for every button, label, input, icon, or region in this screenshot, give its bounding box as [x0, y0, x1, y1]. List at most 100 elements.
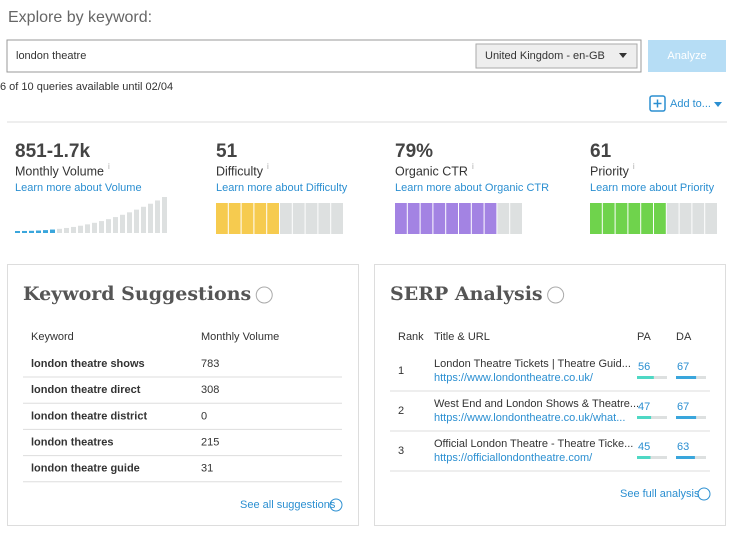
see-all-link[interactable]: See all suggestions	[240, 499, 336, 511]
volume-bar	[78, 225, 83, 233]
serp-card	[374, 264, 726, 526]
da-value: 67	[677, 361, 689, 373]
info-icon[interactable]	[255, 286, 273, 304]
see-full-link[interactable]: See full analysis	[620, 488, 700, 500]
meter-segment	[433, 203, 446, 234]
card-title: SERP Analysis	[390, 283, 543, 305]
meter-segment	[241, 203, 254, 234]
info-i: i	[267, 162, 269, 171]
keyword[interactable]: london theatres	[31, 437, 114, 449]
volume-bar	[141, 206, 146, 233]
volume: 215	[201, 437, 219, 449]
meter-segment	[497, 203, 510, 234]
keyword[interactable]: london theatre guide	[31, 463, 140, 475]
volume-bar	[148, 203, 153, 233]
volume-bar	[106, 219, 111, 233]
add-to[interactable]: Add to...	[670, 98, 711, 110]
meter-segment	[254, 203, 267, 234]
volume-bar	[85, 224, 90, 233]
metric-label: Priority	[590, 164, 630, 178]
result-title[interactable]: West End and London Shows & Theatre...	[434, 398, 639, 410]
metric-value: 851-1.7k	[15, 141, 90, 162]
column-header: PA	[637, 331, 652, 343]
metric-link[interactable]: Learn more about Priority	[590, 182, 715, 194]
volume-bar	[29, 230, 34, 233]
da-bar	[676, 456, 695, 459]
meter-segment	[484, 203, 497, 234]
info-i: i	[472, 162, 474, 171]
meter-segment	[318, 203, 331, 234]
da-value: 63	[677, 441, 689, 453]
metric-link[interactable]: Learn more about Organic CTR	[395, 182, 549, 194]
metric-label: Monthly Volume	[15, 164, 104, 178]
volume-bar	[162, 197, 167, 233]
meter-segment	[590, 203, 602, 234]
info-i: i	[108, 162, 110, 171]
pa-bar	[637, 376, 654, 379]
volume-bar	[113, 217, 118, 233]
locale-value[interactable]: United Kingdom - en-GB	[485, 50, 605, 62]
pa-value: 56	[638, 361, 650, 373]
volume-bar	[99, 221, 104, 233]
column-header: Rank	[398, 331, 424, 343]
metric-label: Organic CTR	[395, 164, 468, 178]
analyze-button[interactable]	[648, 40, 726, 72]
volume-bar	[57, 228, 62, 233]
metric-label: Difficulty	[216, 164, 264, 178]
meter-segment	[280, 203, 292, 234]
volume-bar	[43, 230, 48, 233]
pa-bar	[637, 456, 651, 459]
metric-value: 61	[590, 141, 612, 162]
locale-select[interactable]	[475, 43, 638, 69]
link-icon[interactable]	[329, 498, 343, 512]
column-header: Keyword	[31, 331, 74, 343]
column-header: Monthly Volume	[201, 331, 279, 343]
column-header: DA	[676, 331, 692, 343]
volume: 783	[201, 358, 219, 370]
search-query[interactable]: london theatre	[16, 50, 86, 62]
result-title[interactable]: London Theatre Tickets | Theatre Guid...	[434, 358, 631, 370]
link-icon[interactable]	[697, 487, 711, 501]
meter-segment	[641, 203, 653, 234]
volume-bar	[22, 230, 27, 233]
pa-bar	[637, 416, 652, 419]
da-bar	[676, 376, 697, 379]
meter-segment	[267, 203, 279, 234]
da-value: 67	[677, 401, 689, 413]
meter-segment	[510, 203, 522, 234]
volume-bar	[15, 231, 20, 233]
keyword[interactable]: london theatre shows	[31, 358, 145, 370]
result-url[interactable]: https://www.londontheatre.co.uk/what...	[434, 412, 625, 424]
metric-link[interactable]: Learn more about Difficulty	[216, 182, 348, 194]
analyze-label[interactable]: Analyze	[667, 50, 706, 62]
meter-segment	[471, 203, 484, 234]
metric-link[interactable]: Learn more about Volume	[15, 182, 142, 194]
meter-segment	[654, 203, 666, 234]
keyword[interactable]: london theatre district	[31, 410, 147, 422]
meter-segment	[407, 203, 420, 234]
result-url[interactable]: https://officiallondontheatre.com/	[434, 452, 593, 464]
volume-bar	[71, 226, 76, 233]
meter-segment	[615, 203, 628, 234]
volume-bar	[36, 230, 41, 233]
add-icon[interactable]	[649, 95, 666, 112]
result-url[interactable]: https://www.londontheatre.co.uk/	[434, 372, 594, 384]
pa-value: 45	[638, 441, 650, 453]
volume-bar	[64, 227, 69, 233]
meter-segment	[420, 203, 433, 234]
keyword[interactable]: london theatre direct	[31, 384, 141, 396]
caret	[619, 53, 627, 58]
info-i: i	[633, 162, 635, 171]
volume: 0	[201, 410, 207, 422]
info-icon[interactable]	[547, 286, 565, 304]
volume-bar	[134, 209, 139, 233]
result-title[interactable]: Official London Theatre - Theatre Ticke.…	[434, 438, 633, 450]
volume: 308	[201, 384, 219, 396]
meter-segment	[692, 203, 705, 234]
page-title: Explore by keyword:	[8, 9, 152, 26]
meter-segment	[666, 203, 679, 234]
volume-bar	[155, 200, 160, 233]
volume-bar	[127, 212, 132, 233]
meter-segment	[305, 203, 318, 234]
metric-value: 51	[216, 141, 238, 162]
